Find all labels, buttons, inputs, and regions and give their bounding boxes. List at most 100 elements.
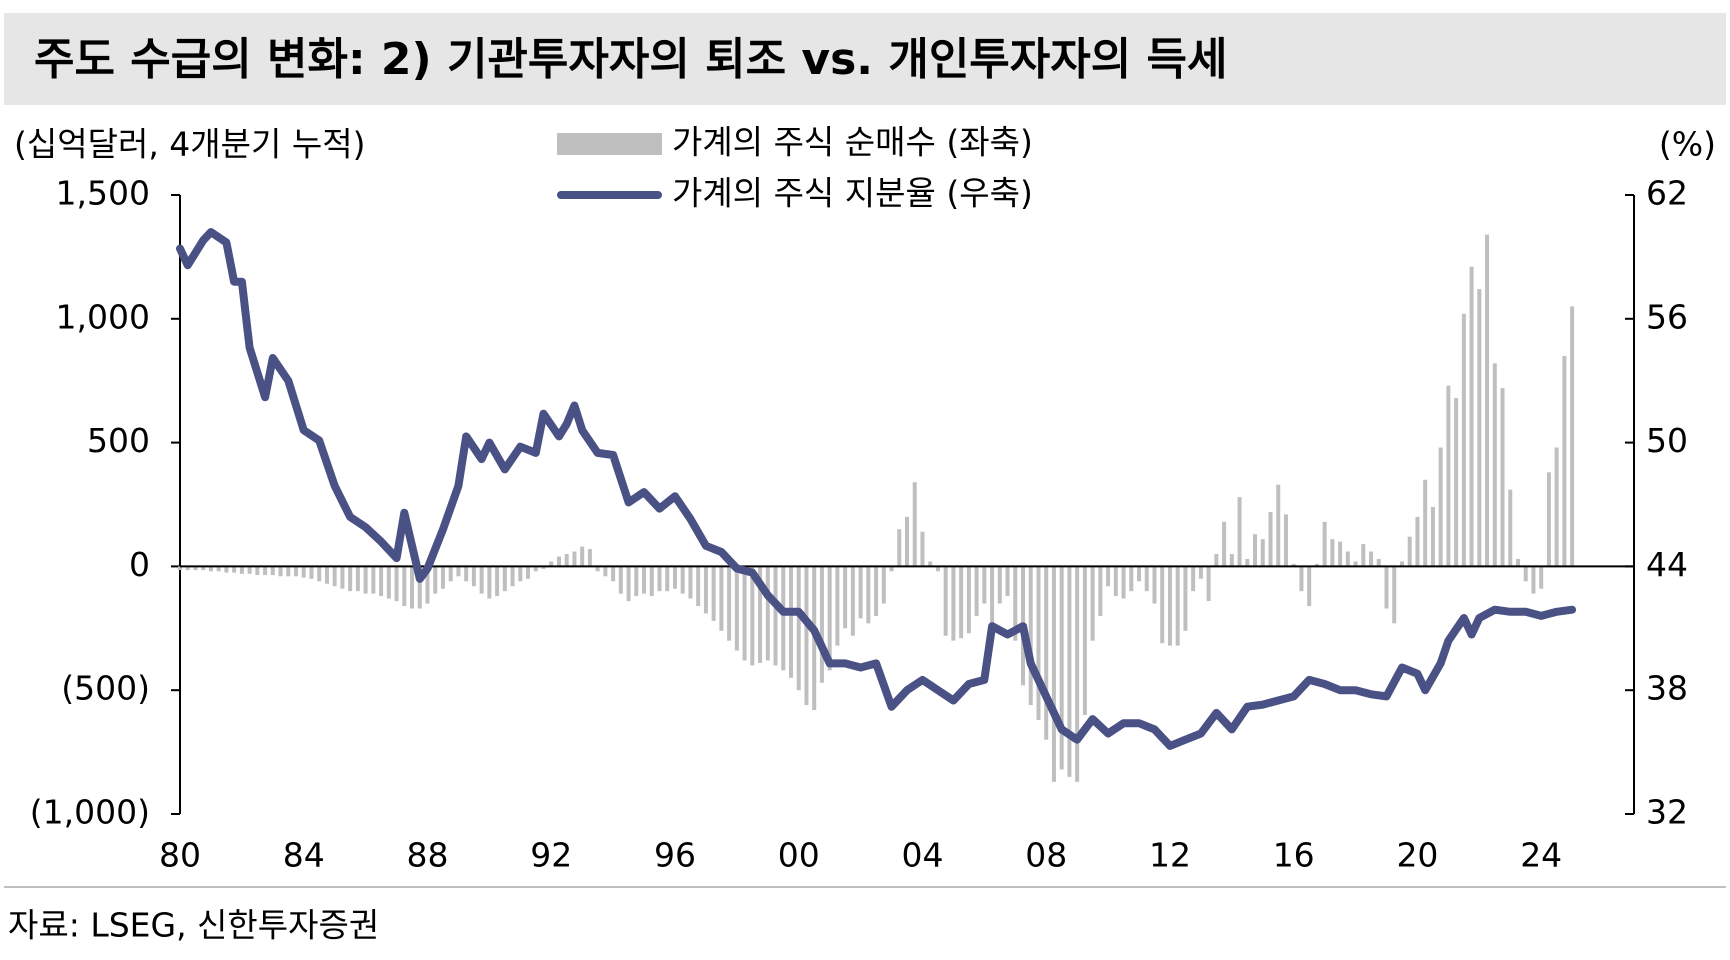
bar <box>1276 484 1281 567</box>
bar <box>1322 521 1327 567</box>
bar <box>874 566 879 616</box>
bar <box>564 554 569 567</box>
bar <box>649 566 654 597</box>
x-tick-label: 24 <box>1520 836 1562 875</box>
bar <box>951 566 956 641</box>
bar <box>1183 566 1188 631</box>
bar <box>433 566 438 594</box>
x-tick-label: 00 <box>778 836 820 875</box>
bar <box>386 566 391 599</box>
bar <box>843 566 848 629</box>
bar <box>1554 447 1559 567</box>
y2-tick-label: 50 <box>1646 421 1688 460</box>
bar <box>595 566 600 572</box>
bar <box>410 566 415 609</box>
bar <box>332 566 337 587</box>
bar <box>1345 551 1350 567</box>
bar <box>827 566 832 671</box>
bar <box>1005 566 1010 597</box>
bar <box>1121 566 1126 599</box>
bar <box>394 566 399 602</box>
bar <box>402 566 407 607</box>
bar <box>1438 447 1443 567</box>
bar <box>278 566 283 577</box>
bar <box>1268 511 1273 567</box>
bar <box>1562 355 1567 567</box>
bar <box>425 566 430 604</box>
bar <box>479 566 484 594</box>
bar <box>657 566 662 592</box>
bar <box>688 566 693 599</box>
bar <box>1508 489 1513 567</box>
bar <box>232 566 237 573</box>
bar <box>1399 561 1404 567</box>
bar <box>1446 385 1451 567</box>
bar <box>348 566 353 592</box>
bar <box>1546 472 1551 567</box>
bar <box>1369 551 1374 567</box>
bar <box>572 551 577 567</box>
bar <box>881 566 886 604</box>
bar <box>1214 554 1219 567</box>
bar <box>471 566 476 587</box>
bar <box>1167 566 1172 646</box>
bar <box>781 566 786 671</box>
bar <box>1469 266 1474 567</box>
y-tick-label: (1,000) <box>30 793 150 832</box>
legend-label: 가계의 주식 순매수 (좌축) <box>672 123 1033 162</box>
bar <box>858 566 863 619</box>
bar <box>1376 558 1381 567</box>
bar <box>270 566 275 576</box>
x-tick-label: 04 <box>901 836 943 875</box>
bar <box>835 566 840 646</box>
bar <box>1454 398 1459 567</box>
bar <box>603 566 608 577</box>
bar <box>889 566 894 572</box>
bar <box>1028 566 1033 706</box>
bar <box>711 566 716 621</box>
y-tick-label: 500 <box>87 421 150 460</box>
bar <box>634 566 639 597</box>
bar <box>193 566 198 571</box>
bar <box>1392 566 1397 624</box>
bar <box>1260 539 1265 567</box>
bar <box>990 566 995 631</box>
bar <box>224 566 229 573</box>
bar <box>263 566 268 576</box>
bar <box>1423 479 1428 567</box>
bar <box>1338 541 1343 567</box>
bar <box>487 566 492 599</box>
bar <box>1523 566 1528 582</box>
bar <box>1175 566 1180 646</box>
bar <box>286 566 291 577</box>
bar <box>1500 388 1505 567</box>
bar <box>1075 566 1080 782</box>
bar <box>255 566 260 576</box>
bar <box>247 566 252 574</box>
bar <box>340 566 345 589</box>
x-tick-label: 84 <box>283 836 325 875</box>
x-tick-label: 20 <box>1396 836 1438 875</box>
bar <box>208 566 213 572</box>
bar <box>201 566 206 571</box>
bar <box>734 566 739 651</box>
bar <box>943 566 948 636</box>
bar <box>920 531 925 567</box>
bar <box>1144 566 1149 592</box>
bar <box>626 566 631 602</box>
bar <box>1036 566 1041 720</box>
bar <box>672 566 677 589</box>
x-tick-label: 12 <box>1149 836 1191 875</box>
bar <box>703 566 708 614</box>
bar <box>1477 289 1482 567</box>
bar <box>928 561 933 567</box>
bar <box>1485 234 1490 567</box>
bar <box>1067 566 1072 777</box>
bar <box>1291 563 1296 567</box>
bar <box>750 566 755 666</box>
bar <box>549 561 554 567</box>
bar <box>935 566 940 572</box>
bar <box>556 556 561 567</box>
bar <box>456 566 461 577</box>
